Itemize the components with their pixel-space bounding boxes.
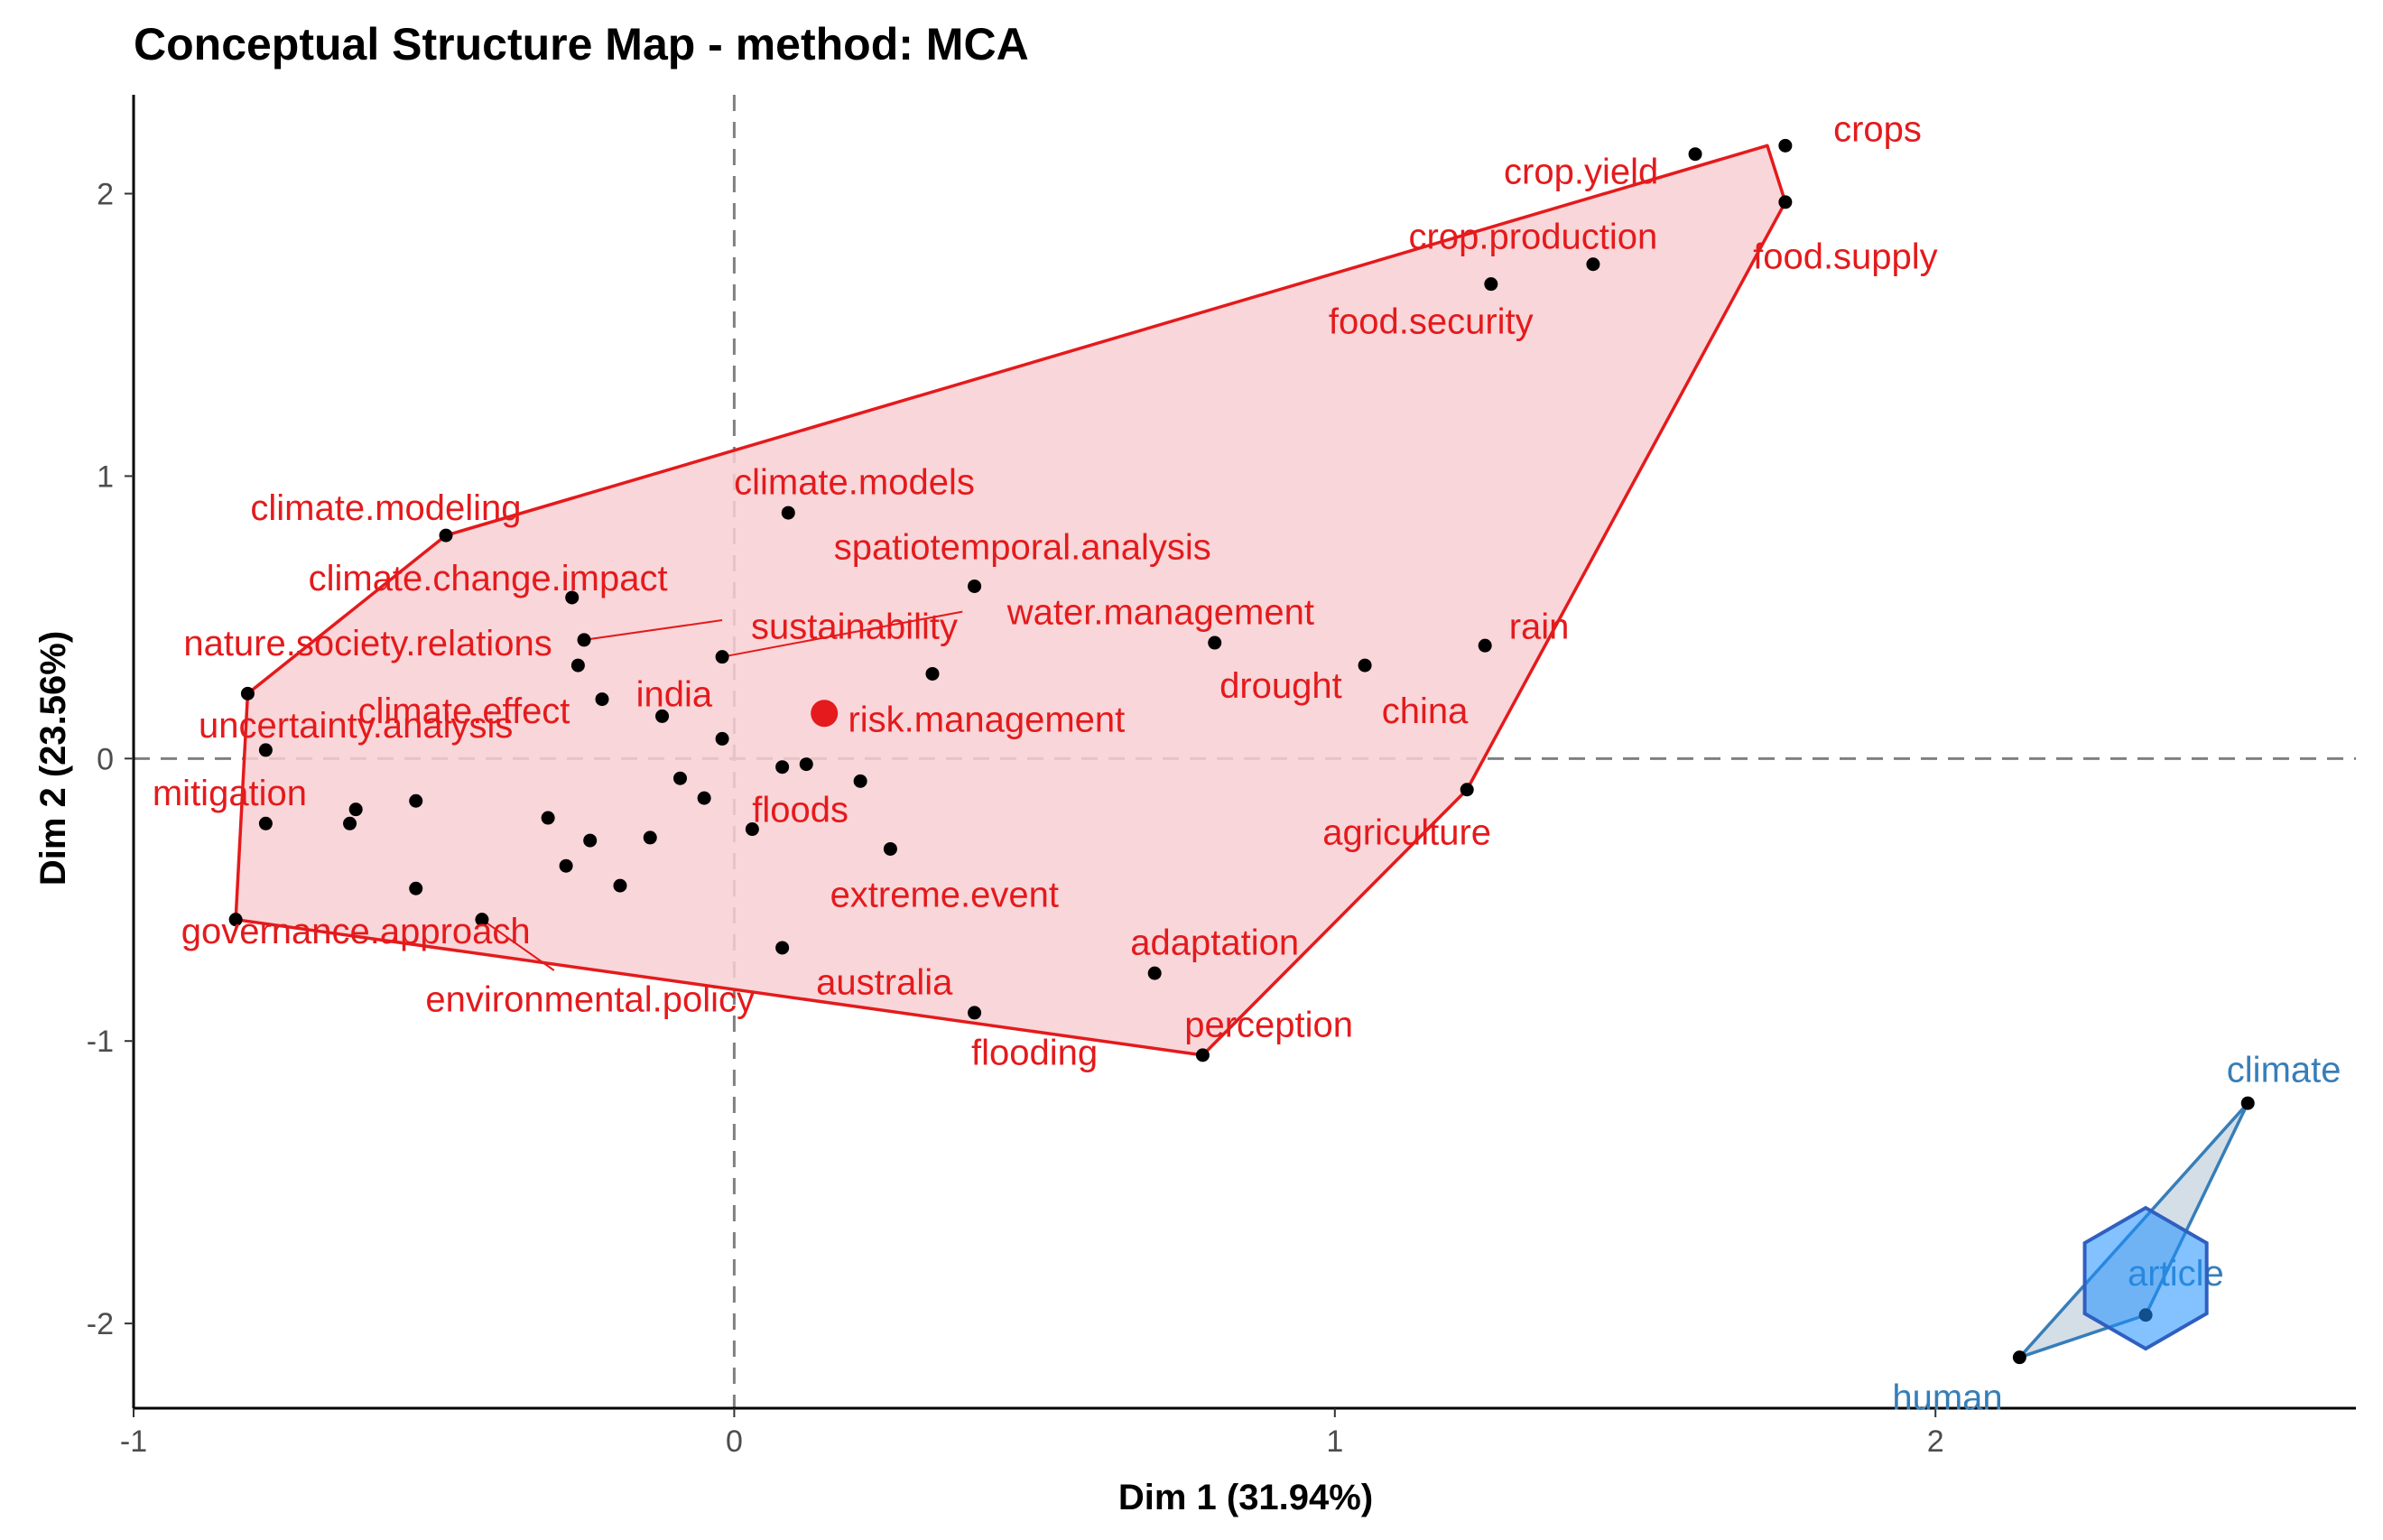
- cluster-1-term-label: australia: [816, 963, 953, 1003]
- cluster-1-term-label: governance.approach: [181, 912, 531, 951]
- cluster-1-point: [1586, 257, 1600, 272]
- cluster-1-term-label: crops: [1833, 110, 1922, 150]
- cluster-1-point: [715, 650, 729, 664]
- cluster-1-point: [577, 633, 591, 647]
- cluster-1-point: [1358, 658, 1372, 673]
- cluster-1-term-label: environmental.policy: [425, 979, 755, 1019]
- cluster-1-point: [1484, 277, 1498, 292]
- cluster-1-term-label: crop.yield: [1504, 152, 1658, 191]
- cluster-1-term-label: rain: [1509, 607, 1570, 646]
- cluster-1-point: [673, 771, 688, 785]
- cluster-1-term-label: extreme.event: [830, 876, 1059, 915]
- y-tick-label: 0: [97, 742, 114, 776]
- cluster-1-point: [745, 822, 759, 837]
- cluster-1-point: [1778, 195, 1793, 209]
- cluster-1-term-label: agriculture: [1322, 813, 1491, 853]
- cluster-1-centroid: [811, 700, 839, 728]
- cluster-1-point: [583, 833, 598, 848]
- cluster-1-label-connector: [721, 610, 963, 658]
- cluster-1-point: [475, 913, 489, 927]
- cluster-2-point: [2012, 1350, 2026, 1365]
- cluster-1-point: [775, 941, 790, 955]
- cluster-1-point: [968, 1006, 982, 1020]
- y-tick-label: 1: [97, 459, 114, 494]
- cluster-1-point: [853, 774, 867, 788]
- cluster-1-term-label: flooding: [971, 1034, 1098, 1073]
- cluster-1-point: [799, 757, 813, 772]
- cluster-1-point: [258, 743, 273, 757]
- x-tick-label: 0: [726, 1424, 743, 1459]
- cluster-2-point: [2240, 1096, 2255, 1110]
- cluster-1-term-label: sustainability: [751, 607, 958, 646]
- y-axis-title: Dim 2 (23.56%): [33, 631, 73, 886]
- cluster-1-term-label: climate.modeling: [250, 488, 521, 528]
- cluster-1-point: [1460, 783, 1474, 797]
- cluster-1-point: [258, 816, 273, 830]
- cluster-1-term-label: drought: [1219, 666, 1342, 706]
- watermark-badge-icon: [2082, 1205, 2209, 1351]
- cluster-1-hull: [234, 144, 1787, 1057]
- cluster-1-point: [781, 506, 795, 520]
- cluster-1-term-label: climate.models: [734, 463, 975, 503]
- cluster-1-point: [968, 579, 982, 593]
- cluster-1-term-label: nature.society.relations: [183, 624, 552, 663]
- cluster-1-point: [559, 858, 573, 873]
- y-tick-label: 2: [97, 178, 114, 212]
- cluster-1-point: [1688, 147, 1702, 162]
- cluster-1-point: [1478, 638, 1492, 653]
- cluster-1-point: [595, 692, 609, 707]
- y-tick-label: -1: [87, 1025, 114, 1059]
- cluster-1-term-label: climate.effect: [358, 691, 570, 731]
- cluster-1-point: [775, 760, 790, 775]
- cluster-1-point: [1195, 1048, 1210, 1062]
- cluster-2-term-label: climate: [2227, 1051, 2341, 1090]
- x-tick-label: 1: [1326, 1424, 1343, 1459]
- cluster-1-point: [715, 731, 729, 746]
- chart-title: Conceptual Structure Map - method: MCA: [134, 19, 1029, 70]
- cluster-1-label-connector: [481, 918, 555, 971]
- x-tick-label: -1: [120, 1424, 147, 1459]
- cluster-1-point: [1208, 635, 1222, 650]
- cluster-1-term-label: india: [636, 674, 713, 714]
- cluster-1-point: [925, 666, 940, 681]
- cluster-1-point: [697, 791, 711, 805]
- cluster-1-point: [570, 658, 585, 673]
- cluster-1-term-label: spatiotemporal.analysis: [834, 528, 1211, 568]
- y-tick-label: -2: [87, 1307, 114, 1341]
- cluster-1-term-label: floods: [752, 791, 848, 830]
- cluster-1-point: [343, 816, 357, 830]
- cluster-1-term-label: crop.production: [1409, 217, 1658, 256]
- cluster-1-term-label: climate.change.impact: [309, 559, 668, 598]
- cluster-1-term-label: adaptation: [1130, 923, 1299, 963]
- cluster-1-point: [883, 841, 897, 856]
- cluster-1-point: [1778, 138, 1793, 153]
- cluster-1-point: [1147, 966, 1162, 980]
- cluster-1-point: [643, 830, 657, 845]
- cluster-1-point: [565, 590, 580, 605]
- cluster-1-term-label: china: [1382, 691, 1469, 731]
- cluster-1-term-label: risk.management: [848, 700, 1125, 740]
- cluster-2-term-label: human: [1892, 1378, 2002, 1417]
- cluster-1-point: [655, 709, 670, 723]
- cluster-1-point: [409, 793, 423, 808]
- cluster-1-term-label: water.management: [1006, 593, 1314, 633]
- cluster-1-point: [541, 811, 555, 825]
- cluster-1-point: [240, 686, 255, 700]
- cluster-1-point: [409, 881, 423, 895]
- cluster-1-point: [228, 913, 243, 927]
- cluster-1-term-label: food.security: [1329, 302, 1534, 341]
- cluster-1-term-label: perception: [1184, 1005, 1353, 1044]
- x-tick-label: 2: [1927, 1424, 1944, 1459]
- cluster-1-point: [439, 528, 453, 543]
- cluster-1-term-label: uncertainty.analysis: [199, 706, 513, 746]
- cluster-1-point: [613, 878, 627, 893]
- cluster-1-term-label: mitigation: [153, 774, 307, 813]
- cluster-1-label-connector: [583, 619, 723, 641]
- cluster-1-point: [348, 802, 363, 817]
- x-axis-title: Dim 1 (31.94%): [1118, 1478, 1373, 1517]
- cluster-1-term-label: food.supply: [1753, 237, 1938, 276]
